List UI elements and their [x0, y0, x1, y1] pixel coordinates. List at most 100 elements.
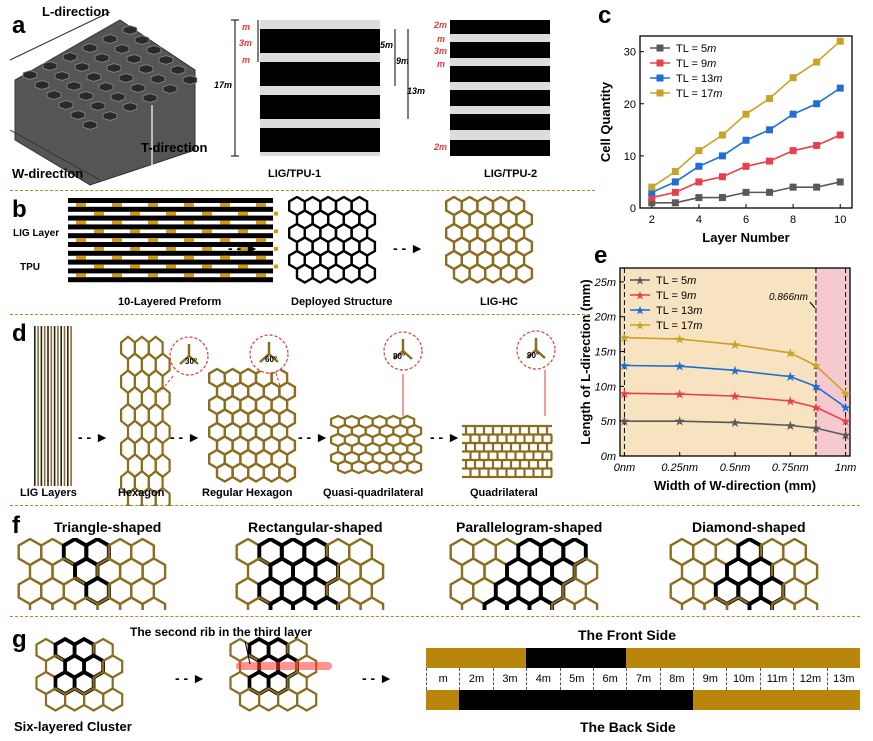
x-axis-label: Width of W-direction (mm)	[654, 478, 816, 493]
callout-pointer	[159, 375, 174, 393]
data-point: ★	[810, 400, 822, 415]
panel-label-c: c	[598, 2, 612, 29]
block-cell	[58, 100, 74, 110]
arrow-3: - - ►	[298, 429, 329, 445]
tpu2-m-a: m	[437, 34, 446, 44]
preform-tpu-bond	[256, 255, 266, 260]
block-cell	[42, 61, 58, 71]
g-cell: 9m	[693, 668, 726, 690]
g-front-strip	[426, 648, 860, 668]
block-cell	[150, 74, 166, 84]
preform-lig-layer	[68, 233, 273, 239]
data-point	[648, 194, 656, 202]
d-angle-30: 30°	[185, 357, 198, 366]
legend-label: TL = 17m	[676, 88, 722, 100]
data-point	[742, 162, 750, 170]
lig-layer-strip	[47, 326, 49, 486]
preform-tpu-bond	[94, 247, 104, 251]
block-cell	[126, 54, 142, 64]
arrow-4: - - ►	[430, 429, 461, 445]
data-point	[695, 178, 703, 186]
preform-tpu-bond	[220, 203, 230, 207]
data-point	[813, 183, 821, 191]
data-point	[836, 84, 844, 92]
y-tick-label: 0m	[601, 451, 616, 463]
preform-tpu-bond	[256, 203, 266, 207]
callout-rib	[259, 353, 270, 363]
chart-frame	[639, 35, 853, 209]
lig-layer-strip	[40, 326, 43, 486]
data-point: ★	[729, 363, 741, 378]
preform-tpu-bond	[256, 238, 266, 242]
lig-layer-strip	[60, 326, 62, 486]
block-cell	[122, 102, 138, 112]
preform-lig-layer	[68, 206, 273, 212]
lig-layer-strip	[50, 326, 53, 486]
data-point	[836, 131, 844, 139]
block-cell	[130, 83, 146, 93]
g-cell: 6m	[592, 668, 626, 690]
d-label-quadrilateral: Quadrilateral	[470, 487, 538, 499]
block-cell	[78, 91, 94, 101]
x-tick-label: 0.75nm	[772, 462, 809, 474]
data-point	[718, 131, 726, 139]
preform-tpu-bond	[184, 273, 194, 278]
preform-lig-layer	[68, 215, 273, 221]
legend-marker: ★	[635, 319, 646, 333]
preform-tpu-bond	[112, 255, 122, 260]
callout-rib	[535, 349, 546, 359]
data-point: ★	[674, 414, 686, 429]
block-cell	[158, 55, 174, 65]
y-tick-label: 30	[624, 47, 636, 59]
preform-tpu-bond	[238, 264, 248, 269]
arrow-b2: - - ►	[393, 240, 424, 256]
g-back-black-segment	[459, 690, 694, 710]
callout-rib	[526, 349, 537, 359]
callout-rib	[393, 350, 404, 360]
d-label-lig-layers: LIG Layers	[20, 487, 77, 499]
preform-tpu-bond	[238, 211, 248, 216]
legend-marker: ★	[635, 289, 646, 303]
tpu1-3m: 3m	[239, 38, 253, 48]
x-tick-label: 6	[743, 214, 749, 226]
x-tick-label: 4	[696, 214, 702, 226]
panel-label-g: g	[12, 626, 27, 653]
block-cell	[118, 73, 134, 83]
lig-layer-strip	[57, 326, 59, 486]
separator-ab	[10, 190, 595, 191]
block-cell	[54, 71, 70, 81]
x-tick-label: 10	[834, 214, 846, 226]
preform-tpu-bond	[112, 273, 122, 278]
data-point	[671, 188, 679, 196]
legend-label: TL = 9m	[676, 58, 716, 70]
y-tick-label: 0	[630, 203, 636, 215]
preform-tpu-bond	[274, 247, 278, 251]
legend-marker: ★	[635, 274, 646, 288]
series-line	[624, 420, 846, 436]
panel-f-shapes	[17, 538, 819, 610]
x-tick-label: 0.5nm	[720, 462, 751, 474]
callout-pointer	[275, 372, 281, 387]
f-label-parallelogram: Parallelogram-shaped	[456, 519, 603, 535]
data-point	[836, 37, 844, 45]
preform-tpu-bond	[166, 211, 176, 216]
y-axis-label: Length of L-direction (mm)	[578, 279, 593, 444]
preform-tpu-bond	[94, 211, 104, 216]
legend-label: TL = 9m	[656, 290, 696, 302]
preform-tpu-bond	[274, 264, 278, 269]
panel-label-f: f	[12, 512, 20, 539]
block-cell	[162, 84, 178, 94]
highlighted-rib-glow	[236, 662, 332, 670]
preform-tpu-bond	[202, 247, 212, 251]
d-angle-80: 80°	[393, 352, 406, 361]
g-back-label: The Back Side	[580, 719, 676, 735]
data-point: ★	[674, 359, 686, 374]
preform-lig-layer	[68, 250, 273, 256]
legend-label: TL = 17m	[656, 320, 702, 332]
y-tick-label: 10m	[595, 381, 616, 393]
preform-tpu-bond	[238, 229, 248, 234]
preform-tpu-bond	[166, 264, 176, 269]
rib-pointer	[244, 640, 251, 665]
block-cell	[102, 34, 118, 44]
data-point: ★	[729, 389, 741, 404]
